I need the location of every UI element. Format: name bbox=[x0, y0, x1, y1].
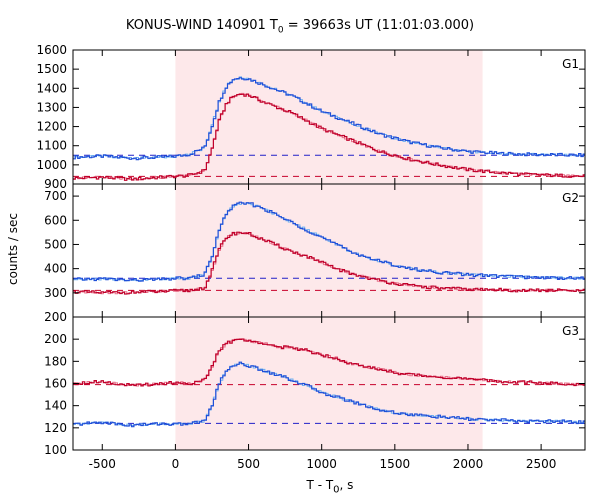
y-tick-label: 900 bbox=[44, 177, 67, 191]
x-tick-label: 500 bbox=[237, 457, 260, 471]
y-tick-label: 400 bbox=[44, 262, 67, 276]
panel-label-g1: G1 bbox=[562, 57, 579, 71]
y-tick-label: 1600 bbox=[36, 43, 67, 57]
y-axis-label: counts / sec bbox=[6, 213, 20, 286]
x-tick-label: 2000 bbox=[453, 457, 484, 471]
x-tick-label: 1000 bbox=[306, 457, 337, 471]
y-tick-label: 600 bbox=[44, 213, 67, 227]
shaded-interval-g3 bbox=[175, 317, 483, 450]
y-tick-label: 1000 bbox=[36, 158, 67, 172]
chart-title: KONUS-WIND 140901 T0 = 39663s UT (11:01:… bbox=[125, 18, 475, 36]
series-low-energy-g1 bbox=[73, 93, 585, 181]
y-tick-label: 1300 bbox=[36, 100, 67, 114]
y-tick-label: 120 bbox=[44, 421, 67, 435]
x-axis-label: T - T0, s bbox=[306, 478, 354, 496]
y-tick-label: 140 bbox=[44, 399, 67, 413]
panel-label-g3: G3 bbox=[562, 324, 579, 338]
x-tick-label: 2500 bbox=[526, 457, 557, 471]
y-tick-label: 1400 bbox=[36, 81, 67, 95]
panel-label-g2: G2 bbox=[562, 191, 579, 205]
shaded-interval-g1 bbox=[175, 50, 483, 184]
x-tick-label: 0 bbox=[172, 457, 180, 471]
y-tick-label: 300 bbox=[44, 286, 67, 300]
x-tick-label: 1500 bbox=[380, 457, 411, 471]
x-tick-label: -500 bbox=[89, 457, 116, 471]
shaded-interval-g2 bbox=[175, 184, 483, 317]
series-low-energy-g3 bbox=[73, 338, 585, 387]
y-tick-label: 1100 bbox=[36, 139, 67, 153]
y-tick-label: 1500 bbox=[36, 62, 67, 76]
y-tick-label: 100 bbox=[44, 443, 67, 457]
series-high-energy-g1 bbox=[73, 77, 585, 161]
y-tick-label: 180 bbox=[44, 354, 67, 368]
series-high-energy-g3 bbox=[73, 361, 585, 428]
y-tick-label: 200 bbox=[44, 332, 67, 346]
y-tick-label: 1200 bbox=[36, 120, 67, 134]
y-tick-label: 700 bbox=[44, 189, 67, 203]
y-tick-label: 500 bbox=[44, 237, 67, 251]
y-tick-label: 200 bbox=[44, 310, 67, 324]
series-high-energy-g2 bbox=[73, 201, 585, 282]
series-low-energy-g2 bbox=[73, 231, 585, 295]
y-tick-label: 160 bbox=[44, 377, 67, 391]
